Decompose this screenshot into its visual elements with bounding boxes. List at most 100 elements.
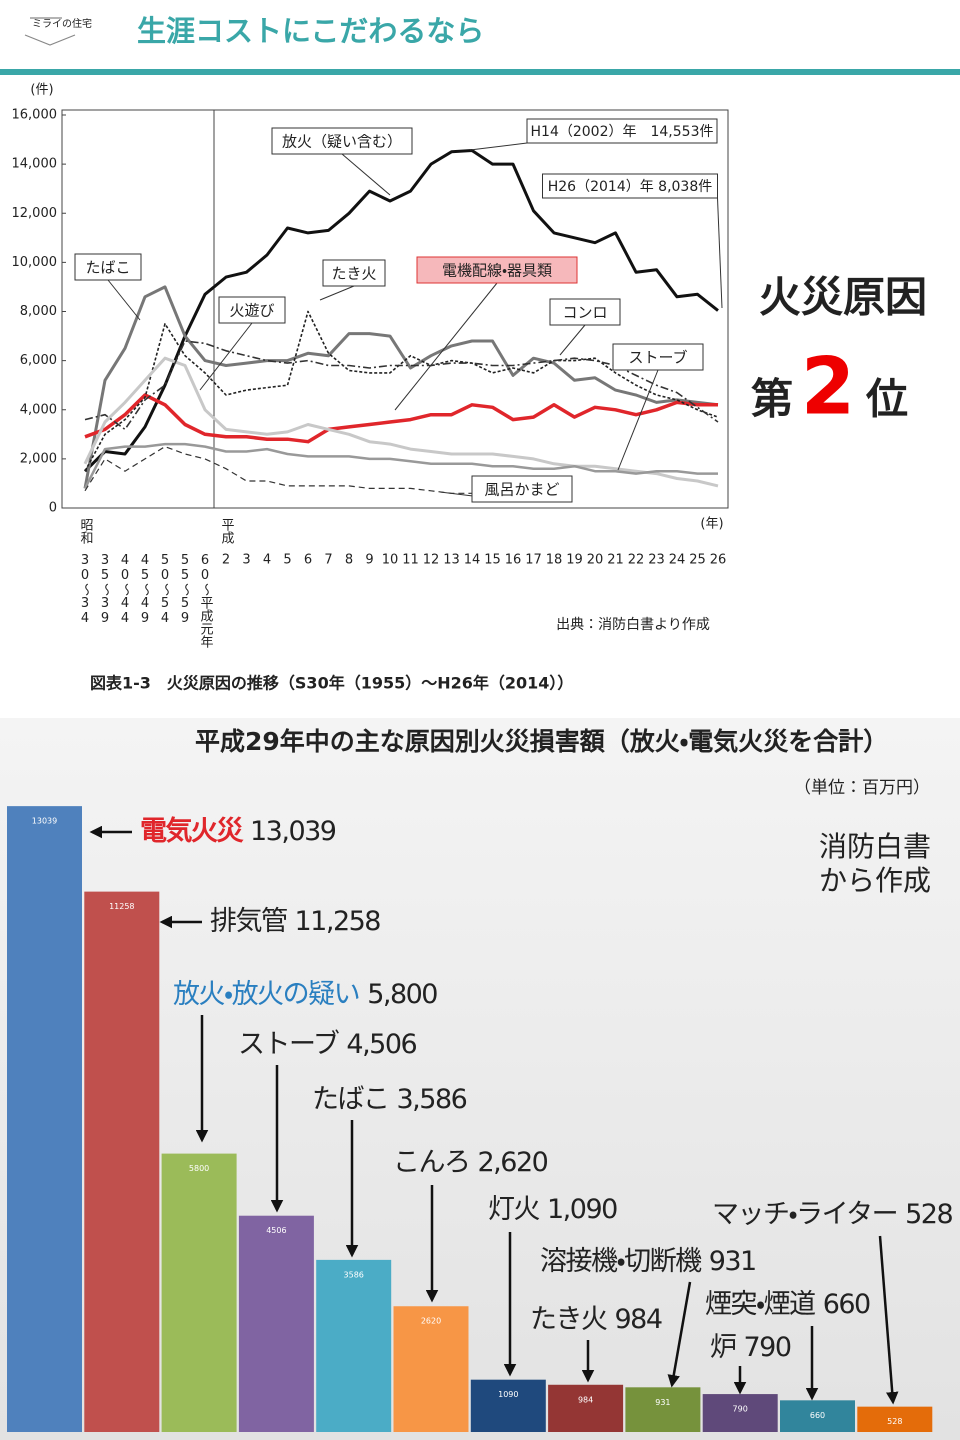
value-label: 11,258 [295,906,381,937]
bar-label: 灯火 1,090 [488,1194,617,1225]
y-unit: (件) [30,83,53,98]
bar [625,1387,701,1432]
era-label: 平成 [219,518,235,545]
value-label: 4,506 [346,1029,416,1060]
series-line [84,446,554,497]
bar [780,1400,855,1432]
x-tick-label: 16 [505,553,522,568]
x-tick-label: 40〜44 [118,553,133,626]
bar-inner-label: 1090 [498,1390,518,1399]
category-label: こんろ [393,1147,470,1178]
y-tick-label: 0 [49,501,57,516]
category-label: マッチ・ライター [712,1199,897,1230]
leader-line [199,322,253,391]
leader-line [559,324,586,356]
value-label: 3,586 [397,1084,467,1115]
bar-label: ストーブ 4,506 [238,1029,417,1060]
bar-label: たき火 984 [530,1304,662,1335]
era-label: 昭和 [78,518,94,544]
plot-frame [61,109,729,509]
leader-line [617,369,659,471]
bar-label: 炉 790 [710,1332,791,1363]
y-tick-label: 10,000 [12,255,58,270]
legend-box [416,256,578,284]
bar-note: 消防白書 [819,830,931,863]
legend-label: たばこ [85,259,130,277]
x-tick-label: 3 [242,553,250,568]
header-rule [0,69,960,75]
leader-line [717,197,723,309]
bar-label: 放火・放火の疑い 5,800 [173,979,437,1010]
value-label: 931 [709,1246,756,1277]
x-tick-label: 50〜54 [158,553,173,626]
bar-inner-label: 13039 [32,817,57,826]
bar-label: たばこ 3,586 [312,1084,467,1115]
bar-inner-label: 660 [810,1411,825,1420]
x-tick-label: 8 [345,553,353,568]
x-tick-label: 5 [283,553,291,568]
value-label: 528 [905,1199,952,1230]
x-tick-label: 6 [304,553,312,568]
y-tick-label: 6,000 [20,353,57,368]
legend-box [271,127,413,155]
logo-icon [24,17,76,46]
bar-inner-label: 3586 [344,1270,364,1279]
x-tick-label: 21 [607,553,624,568]
category-label: 灯火 [488,1194,539,1225]
legend-label: 放火（疑い含む） [282,133,402,151]
series-line [84,340,719,431]
leader-line [469,142,528,151]
x-tick-label: 45〜49 [138,553,153,626]
value-label: 790 [744,1332,791,1363]
bar-inner-label: 790 [733,1405,748,1414]
series-line [83,285,719,489]
category-label: 排気管 [210,906,287,937]
x-tick-label: 30〜34 [78,553,93,626]
legend-box [218,296,286,324]
legend-label: 火遊び [229,302,274,320]
caption: 図表1-3 火災原因の推移（S30年（1955）〜H26年（2014）） [90,674,573,693]
logo-text: ミライの住宅 [32,17,92,30]
legend-box [549,298,621,326]
bar-label: こんろ 2,620 [393,1147,548,1178]
x-unit: (年) [700,517,723,532]
series-line [83,442,718,489]
arrow [878,1235,899,1405]
legend-label: コンロ [562,304,607,322]
value-label: 984 [615,1304,662,1335]
bar [316,1259,392,1432]
category-label: 電気火災 [140,815,244,847]
legend-box [322,259,386,287]
leader-line [394,282,498,411]
legend-label: たき火 [331,265,376,283]
x-tick-label: 13 [443,553,460,568]
x-tick-label: 4 [263,553,271,568]
bar [7,806,82,1432]
bar-inner-label: 4506 [266,1226,286,1235]
category-label: 煙突・煙道 [705,1289,816,1320]
y-tick-label: 14,000 [12,157,58,172]
legend-box [74,253,142,281]
x-tick-label: 23 [648,553,665,568]
bar-note: から作成 [819,864,931,897]
bar [470,1379,546,1432]
leader-line [107,279,141,321]
bar [548,1384,624,1432]
bar [238,1215,314,1432]
source: 出典：消防白書より作成 [556,617,710,633]
category-label: たき火 [530,1304,607,1335]
annotation-box [542,173,718,199]
bar-inner-label: 11258 [109,902,134,911]
side-heading: 火災原因 [759,273,927,322]
value-label: 5,800 [367,979,437,1010]
bar-unit: （単位：百万円） [794,778,930,798]
x-tick-label: 35〜39 [98,553,113,626]
bar-label: 溶接機・切断機 931 [540,1246,756,1277]
x-tick-label: 60〜平成元年 [198,553,214,648]
bar [161,1153,237,1432]
x-tick-label: 11 [402,553,419,568]
legend-label: 電機配線・器具類 [442,262,552,280]
y-tick-label: 8,000 [20,304,57,319]
value-label: 660 [823,1289,870,1320]
x-tick-label: 26 [710,553,727,568]
